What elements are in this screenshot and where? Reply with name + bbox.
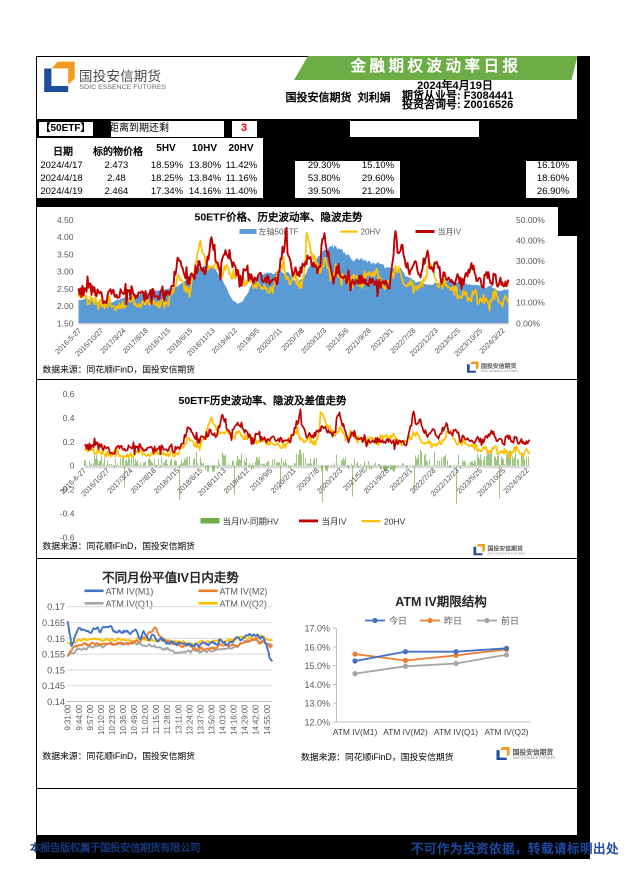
svg-text:4.00: 4.00 <box>56 231 73 241</box>
svg-text:2019/4/12: 2019/4/12 <box>221 466 250 495</box>
svg-text:10:10:00: 10:10:00 <box>96 704 105 735</box>
svg-text:2.50: 2.50 <box>56 283 73 293</box>
svg-text:0.15: 0.15 <box>47 665 65 675</box>
svg-text:20HV: 20HV <box>360 227 381 236</box>
svg-text:15.0%: 15.0% <box>304 661 330 671</box>
svg-text:2021/9/28: 2021/9/28 <box>361 466 390 495</box>
svg-text:ATM IV(Q1): ATM IV(Q1) <box>105 599 152 609</box>
svg-text:ATM IV(M2): ATM IV(M2) <box>383 727 428 737</box>
svg-text:不同月份平值IV日内走势: 不同月份平值IV日内走势 <box>102 570 239 585</box>
svg-text:当月IV: 当月IV <box>437 226 461 236</box>
svg-text:13:37:00: 13:37:00 <box>196 704 205 735</box>
svg-text:国投安信期货: 国投安信期货 <box>513 748 554 757</box>
svg-text:国投安信期货: 国投安信期货 <box>487 545 522 553</box>
svg-text:-0.4: -0.4 <box>59 508 74 518</box>
svg-text:20.00%: 20.00% <box>516 276 545 286</box>
svg-text:2024/3/22: 2024/3/22 <box>501 466 530 495</box>
svg-text:0.2: 0.2 <box>62 437 74 447</box>
svg-text:2020/12/3: 2020/12/3 <box>314 466 343 495</box>
svg-text:10:23:00: 10:23:00 <box>107 704 116 735</box>
svg-text:左轴50ETF: 左轴50ETF <box>258 226 298 236</box>
svg-text:11:02:00: 11:02:00 <box>141 704 150 734</box>
svg-text:今日: 今日 <box>389 615 407 626</box>
svg-text:0.4: 0.4 <box>62 413 74 423</box>
svg-text:13:11:00: 13:11:00 <box>174 704 183 734</box>
svg-text:0.17: 0.17 <box>47 602 65 612</box>
svg-text:数据来源：同花顺iFinD，国投安信期货: 数据来源：同花顺iFinD，国投安信期货 <box>42 540 195 551</box>
svg-text:当月IV: 当月IV <box>321 517 346 527</box>
svg-text:ATM IV(M1): ATM IV(M1) <box>333 727 378 737</box>
svg-text:1.50: 1.50 <box>56 318 73 328</box>
svg-text:SDIC ESSENCE FUTURES: SDIC ESSENCE FUTURES <box>487 552 524 556</box>
svg-text:前日: 前日 <box>501 615 519 626</box>
svg-text:数据来源：同花顺iFinD，国投安信期货: 数据来源：同花顺iFinD，国投安信期货 <box>42 363 195 374</box>
svg-text:40.00%: 40.00% <box>516 235 545 245</box>
svg-text:0.155: 0.155 <box>42 650 65 660</box>
svg-text:14:42:00: 14:42:00 <box>251 704 260 735</box>
svg-text:9:57:00: 9:57:00 <box>85 704 94 731</box>
svg-text:10.00%: 10.00% <box>516 297 545 307</box>
svg-text:14:29:00: 14:29:00 <box>240 704 249 735</box>
svg-text:国投安信期货: 国投安信期货 <box>481 362 516 370</box>
svg-text:10:36:00: 10:36:00 <box>119 704 128 735</box>
svg-text:3.00: 3.00 <box>56 266 73 276</box>
svg-text:-0.6: -0.6 <box>59 532 74 542</box>
svg-text:0: 0 <box>69 461 74 471</box>
svg-text:-0.2: -0.2 <box>59 485 74 495</box>
svg-text:ATM IV(Q2): ATM IV(Q2) <box>484 727 528 737</box>
svg-text:14:55:00: 14:55:00 <box>262 704 271 735</box>
svg-text:0.6: 0.6 <box>62 389 74 399</box>
svg-text:ATM IV(M1): ATM IV(M1) <box>105 587 153 597</box>
svg-text:50ETF历史波动率、隐波及差值走势: 50ETF历史波动率、隐波及差值走势 <box>178 394 347 407</box>
svg-text:ATM IV(Q2): ATM IV(Q2) <box>219 599 266 609</box>
svg-text:12.0%: 12.0% <box>304 717 330 727</box>
svg-text:ATM IV期限结构: ATM IV期限结构 <box>395 594 486 609</box>
svg-text:16.0%: 16.0% <box>304 642 330 652</box>
svg-text:14.0%: 14.0% <box>304 680 330 690</box>
svg-text:0.00%: 0.00% <box>516 318 541 328</box>
svg-text:2020/2/11: 2020/2/11 <box>268 466 297 495</box>
svg-text:0.145: 0.145 <box>42 681 65 691</box>
svg-text:0.16: 0.16 <box>47 634 65 644</box>
svg-text:SDIC ESSENCE FUTURES: SDIC ESSENCE FUTURES <box>481 369 518 373</box>
svg-text:4.50: 4.50 <box>56 214 73 224</box>
svg-text:SDIC ESSENCE FUTURES: SDIC ESSENCE FUTURES <box>513 756 556 760</box>
svg-text:11:15:00: 11:15:00 <box>152 704 161 734</box>
svg-text:20HV: 20HV <box>384 517 406 527</box>
svg-text:50ETF价格、历史波动率、隐波走势: 50ETF价格、历史波动率、隐波走势 <box>194 210 363 223</box>
svg-text:14:03:00: 14:03:00 <box>218 704 227 735</box>
svg-text:17.0%: 17.0% <box>304 624 330 634</box>
svg-text:0.165: 0.165 <box>42 618 65 628</box>
svg-text:昨日: 昨日 <box>444 615 462 626</box>
svg-text:2.00: 2.00 <box>56 300 73 310</box>
svg-text:14:16:00: 14:16:00 <box>229 704 238 735</box>
svg-text:11:28:00: 11:28:00 <box>163 704 172 734</box>
svg-text:10:49:00: 10:49:00 <box>130 704 139 735</box>
svg-text:9:31:00: 9:31:00 <box>63 704 72 731</box>
svg-text:ATM IV(Q1): ATM IV(Q1) <box>434 727 478 737</box>
svg-text:50.00%: 50.00% <box>516 214 545 224</box>
svg-text:13:24:00: 13:24:00 <box>185 704 194 735</box>
svg-text:3.50: 3.50 <box>56 249 73 259</box>
svg-text:30.00%: 30.00% <box>516 256 545 266</box>
svg-text:0.14: 0.14 <box>47 697 65 707</box>
svg-text:ATM IV(M2): ATM IV(M2) <box>219 587 267 597</box>
svg-text:9:44:00: 9:44:00 <box>74 704 83 731</box>
svg-text:13.0%: 13.0% <box>304 699 330 709</box>
svg-text:数据来源：同花顺iFinD，国投安信期货: 数据来源：同花顺iFinD，国投安信期货 <box>42 750 195 761</box>
svg-text:数据来源：同花顺iFinD，国投安信期货: 数据来源：同花顺iFinD，国投安信期货 <box>301 751 454 762</box>
svg-text:当月IV-同期HV: 当月IV-同期HV <box>222 517 279 527</box>
svg-text:13:50:00: 13:50:00 <box>207 704 216 735</box>
